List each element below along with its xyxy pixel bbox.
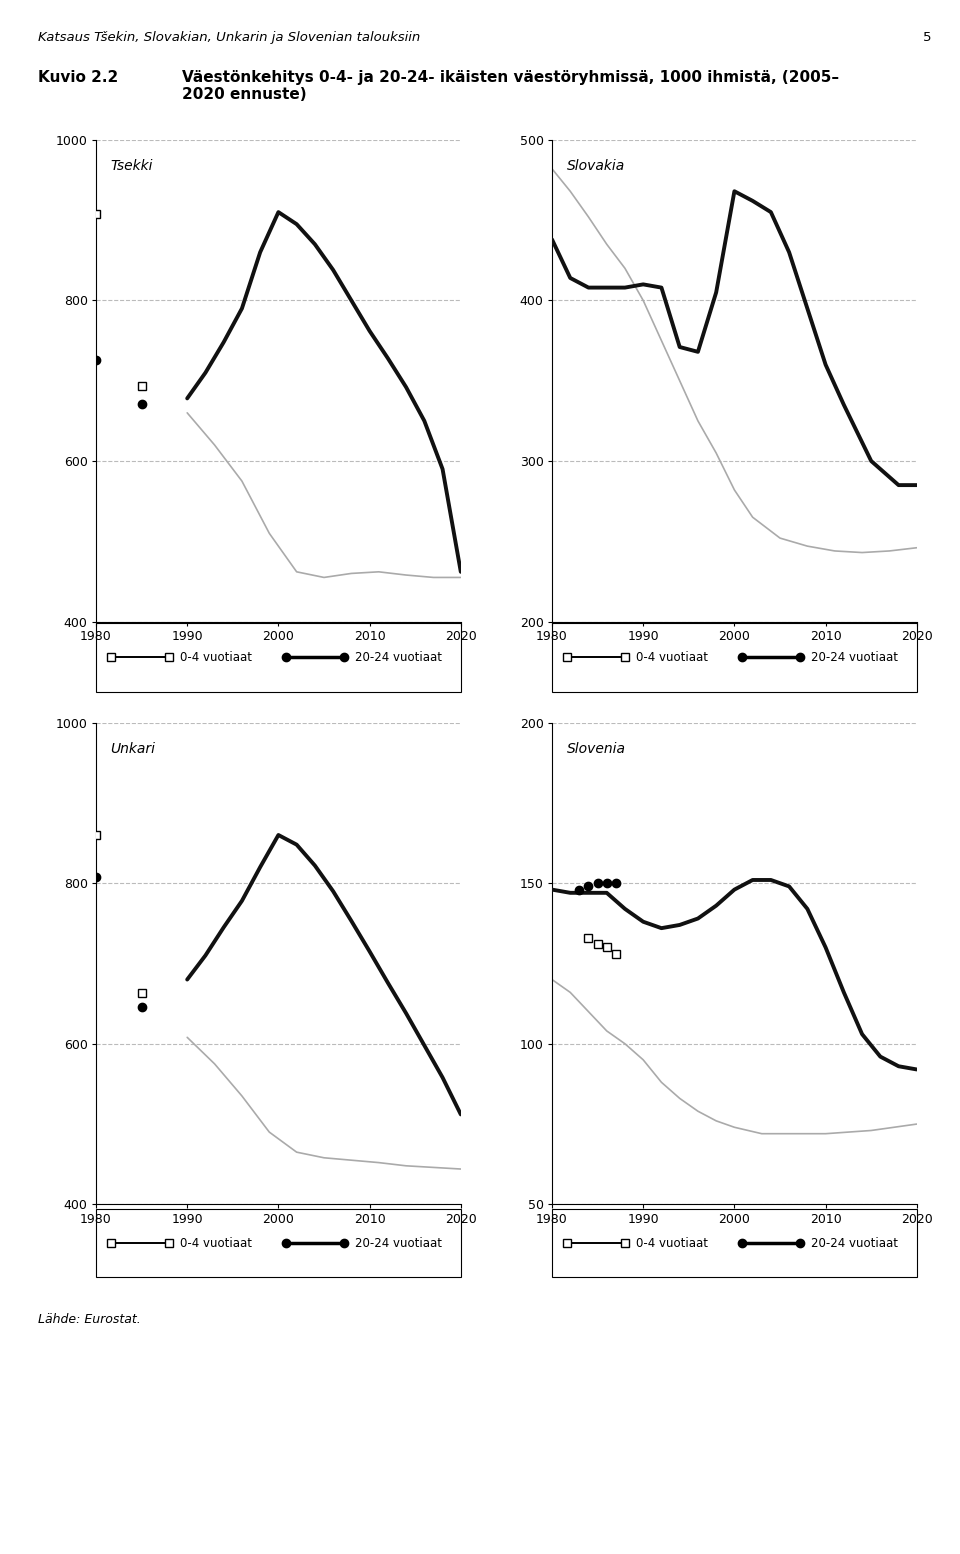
Text: 5: 5 bbox=[923, 31, 931, 44]
Text: Tsekki: Tsekki bbox=[110, 159, 153, 172]
Text: 0-4 vuotiaat: 0-4 vuotiaat bbox=[180, 651, 252, 664]
Text: 20-24 vuotiaat: 20-24 vuotiaat bbox=[355, 651, 442, 664]
Text: 20-24 vuotiaat: 20-24 vuotiaat bbox=[811, 651, 898, 664]
Text: Slovenia: Slovenia bbox=[566, 741, 626, 755]
Text: Katsaus Tšekin, Slovakian, Unkarin ja Slovenian talouksiin: Katsaus Tšekin, Slovakian, Unkarin ja Sl… bbox=[38, 31, 420, 44]
Text: Väestönkehitys 0-4- ja 20-24- ikäisten väestöryhmissä, 1000 ihmistä, (2005–
2020: Väestönkehitys 0-4- ja 20-24- ikäisten v… bbox=[182, 70, 840, 103]
Text: Lähde: Eurostat.: Lähde: Eurostat. bbox=[38, 1313, 141, 1326]
Text: Kuvio 2.2: Kuvio 2.2 bbox=[38, 70, 119, 85]
Text: 20-24 vuotiaat: 20-24 vuotiaat bbox=[811, 1237, 898, 1249]
Text: Unkari: Unkari bbox=[110, 741, 156, 755]
Text: 0-4 vuotiaat: 0-4 vuotiaat bbox=[636, 1237, 708, 1249]
Text: 0-4 vuotiaat: 0-4 vuotiaat bbox=[180, 1237, 252, 1249]
Text: 0-4 vuotiaat: 0-4 vuotiaat bbox=[636, 651, 708, 664]
Text: Slovakia: Slovakia bbox=[566, 159, 625, 172]
Text: 20-24 vuotiaat: 20-24 vuotiaat bbox=[355, 1237, 442, 1249]
